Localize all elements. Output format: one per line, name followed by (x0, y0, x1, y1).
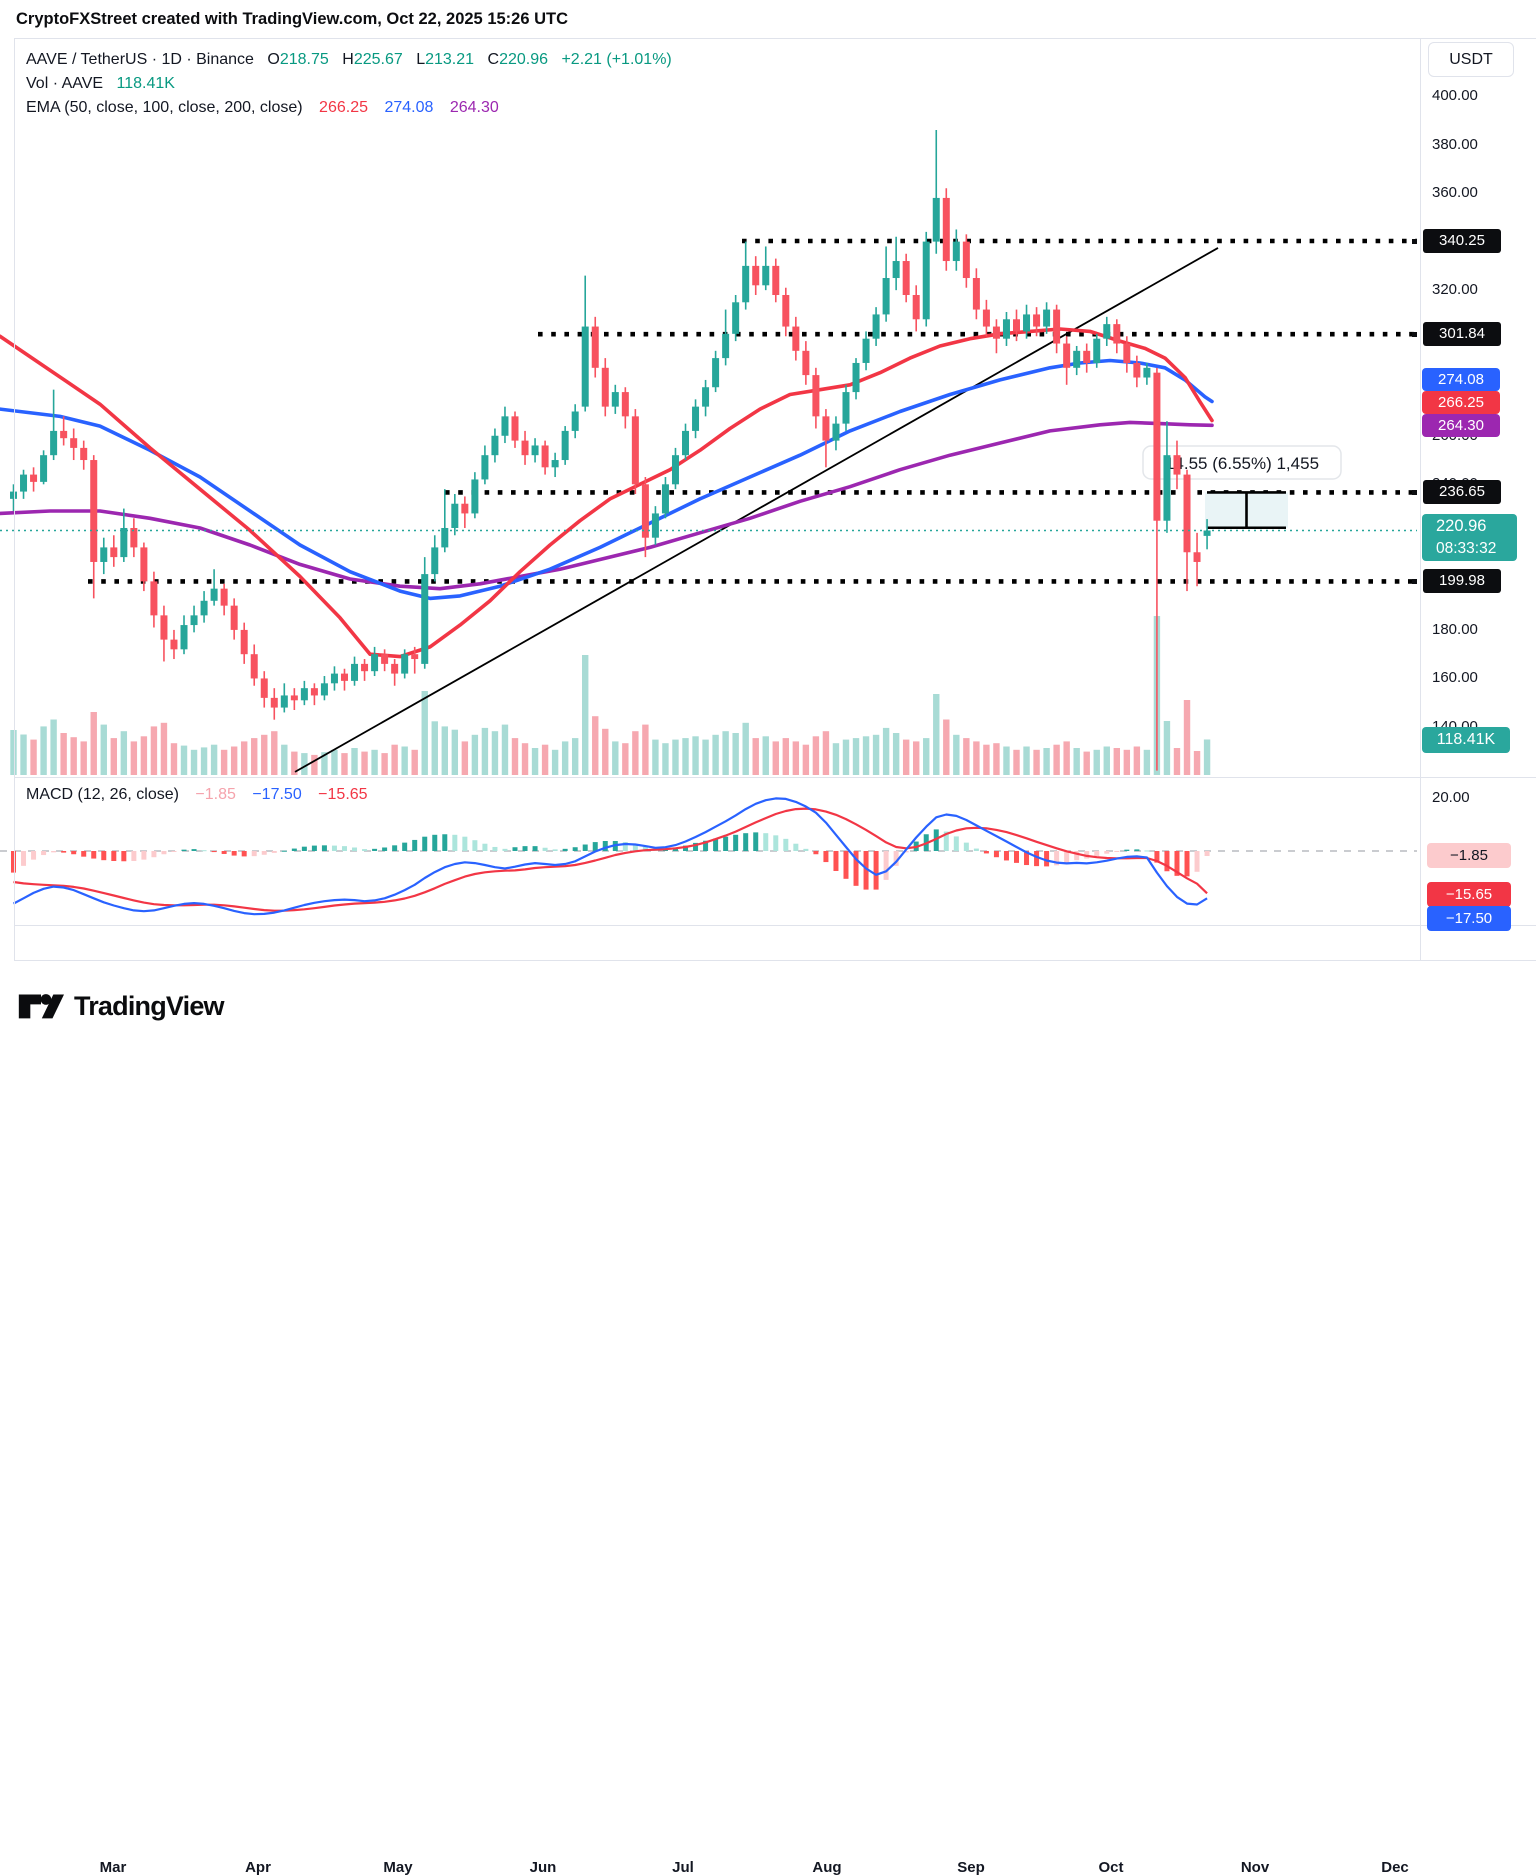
macd-line-value: −17.50 (252, 786, 302, 803)
low-label: L (416, 51, 426, 68)
change-value: +2.21 (+1.01%) (561, 51, 672, 68)
open-label: O (267, 51, 280, 68)
symbol-title: AAVE / TetherUS · 1D · Binance (26, 51, 254, 68)
ema50-value: 266.25 (319, 99, 368, 116)
month-label-mar: Mar (99, 1859, 127, 1876)
volume-label: Vol · AAVE (26, 75, 104, 92)
chart-canvas[interactable]: 14.55 (6.55%) 1,455 (0, 0, 1536, 1047)
volume-value: 118.41K (116, 75, 175, 92)
chart-legend: AAVE / TetherUS · 1D · Binance O218.75 H… (26, 48, 672, 120)
candles-layer (10, 129, 1211, 771)
month-label-may: May (383, 1859, 413, 1876)
tradingview-logo-icon (18, 994, 64, 1019)
low-value: 213.21 (425, 51, 475, 68)
macd-signal-value: −15.65 (318, 786, 368, 803)
trendline[interactable] (294, 247, 1219, 773)
month-label-apr: Apr (245, 1859, 271, 1876)
tradingview-logo-text: TradingView (74, 990, 225, 1021)
macd-main-line (12, 797, 1208, 916)
currency-toggle-button[interactable]: USDT (1428, 42, 1514, 77)
ema200-value: 264.30 (449, 99, 499, 116)
close-label: C (487, 51, 500, 68)
macd-pane (0, 797, 1417, 916)
high-label: H (342, 51, 354, 68)
volume-bars (10, 616, 1211, 775)
svg-text:14.55 (6.55%) 1,455: 14.55 (6.55%) 1,455 (1165, 454, 1319, 473)
month-label-aug: Aug (812, 1859, 842, 1876)
month-label-jul: Jul (672, 1859, 694, 1876)
level-lines (88, 238, 1417, 584)
close-value: 220.96 (499, 51, 548, 68)
month-label-nov: Nov (1240, 1859, 1270, 1876)
ema100-value: 274.08 (384, 99, 434, 116)
macd-label: MACD (12, 26, close) (26, 786, 179, 803)
month-label-dec: Dec (1381, 1859, 1409, 1876)
month-label-oct: Oct (1098, 1859, 1124, 1876)
macd-hist-value: −1.85 (195, 786, 236, 803)
ema100-line[interactable] (0, 358, 1214, 601)
attribution-header: CryptoFXStreet created with TradingView.… (16, 10, 569, 28)
ema200-line[interactable] (0, 420, 1214, 591)
tradingview-logo[interactable]: TradingView (18, 984, 225, 1028)
macd-legend-row[interactable]: MACD (12, 26, close) −1.85 −17.50 −15.65 (26, 786, 368, 804)
ema-legend-row[interactable]: EMA (50, close, 100, close, 200, close) … (26, 96, 672, 120)
month-label-jun: Jun (529, 1859, 557, 1876)
ema50-line[interactable] (0, 327, 1214, 659)
volume-legend-row[interactable]: Vol · AAVE 118.41K (26, 72, 672, 96)
month-label-sep: Sep (957, 1859, 985, 1876)
high-value: 225.67 (353, 51, 403, 68)
open-value: 218.75 (279, 51, 329, 68)
time-axis-pane[interactable]: Mar Apr May Jun Jul Aug Sep Oct Nov Dec (0, 925, 1536, 1876)
pane-separators (14, 38, 1536, 961)
symbol-legend-row[interactable]: AAVE / TetherUS · 1D · Binance O218.75 H… (26, 48, 672, 72)
ema-label: EMA (50, close, 100, close, 200, close) (26, 99, 303, 116)
price-range-box[interactable] (1205, 491, 1288, 530)
measure-tooltip: 14.55 (6.55%) 1,455 (1142, 445, 1342, 480)
